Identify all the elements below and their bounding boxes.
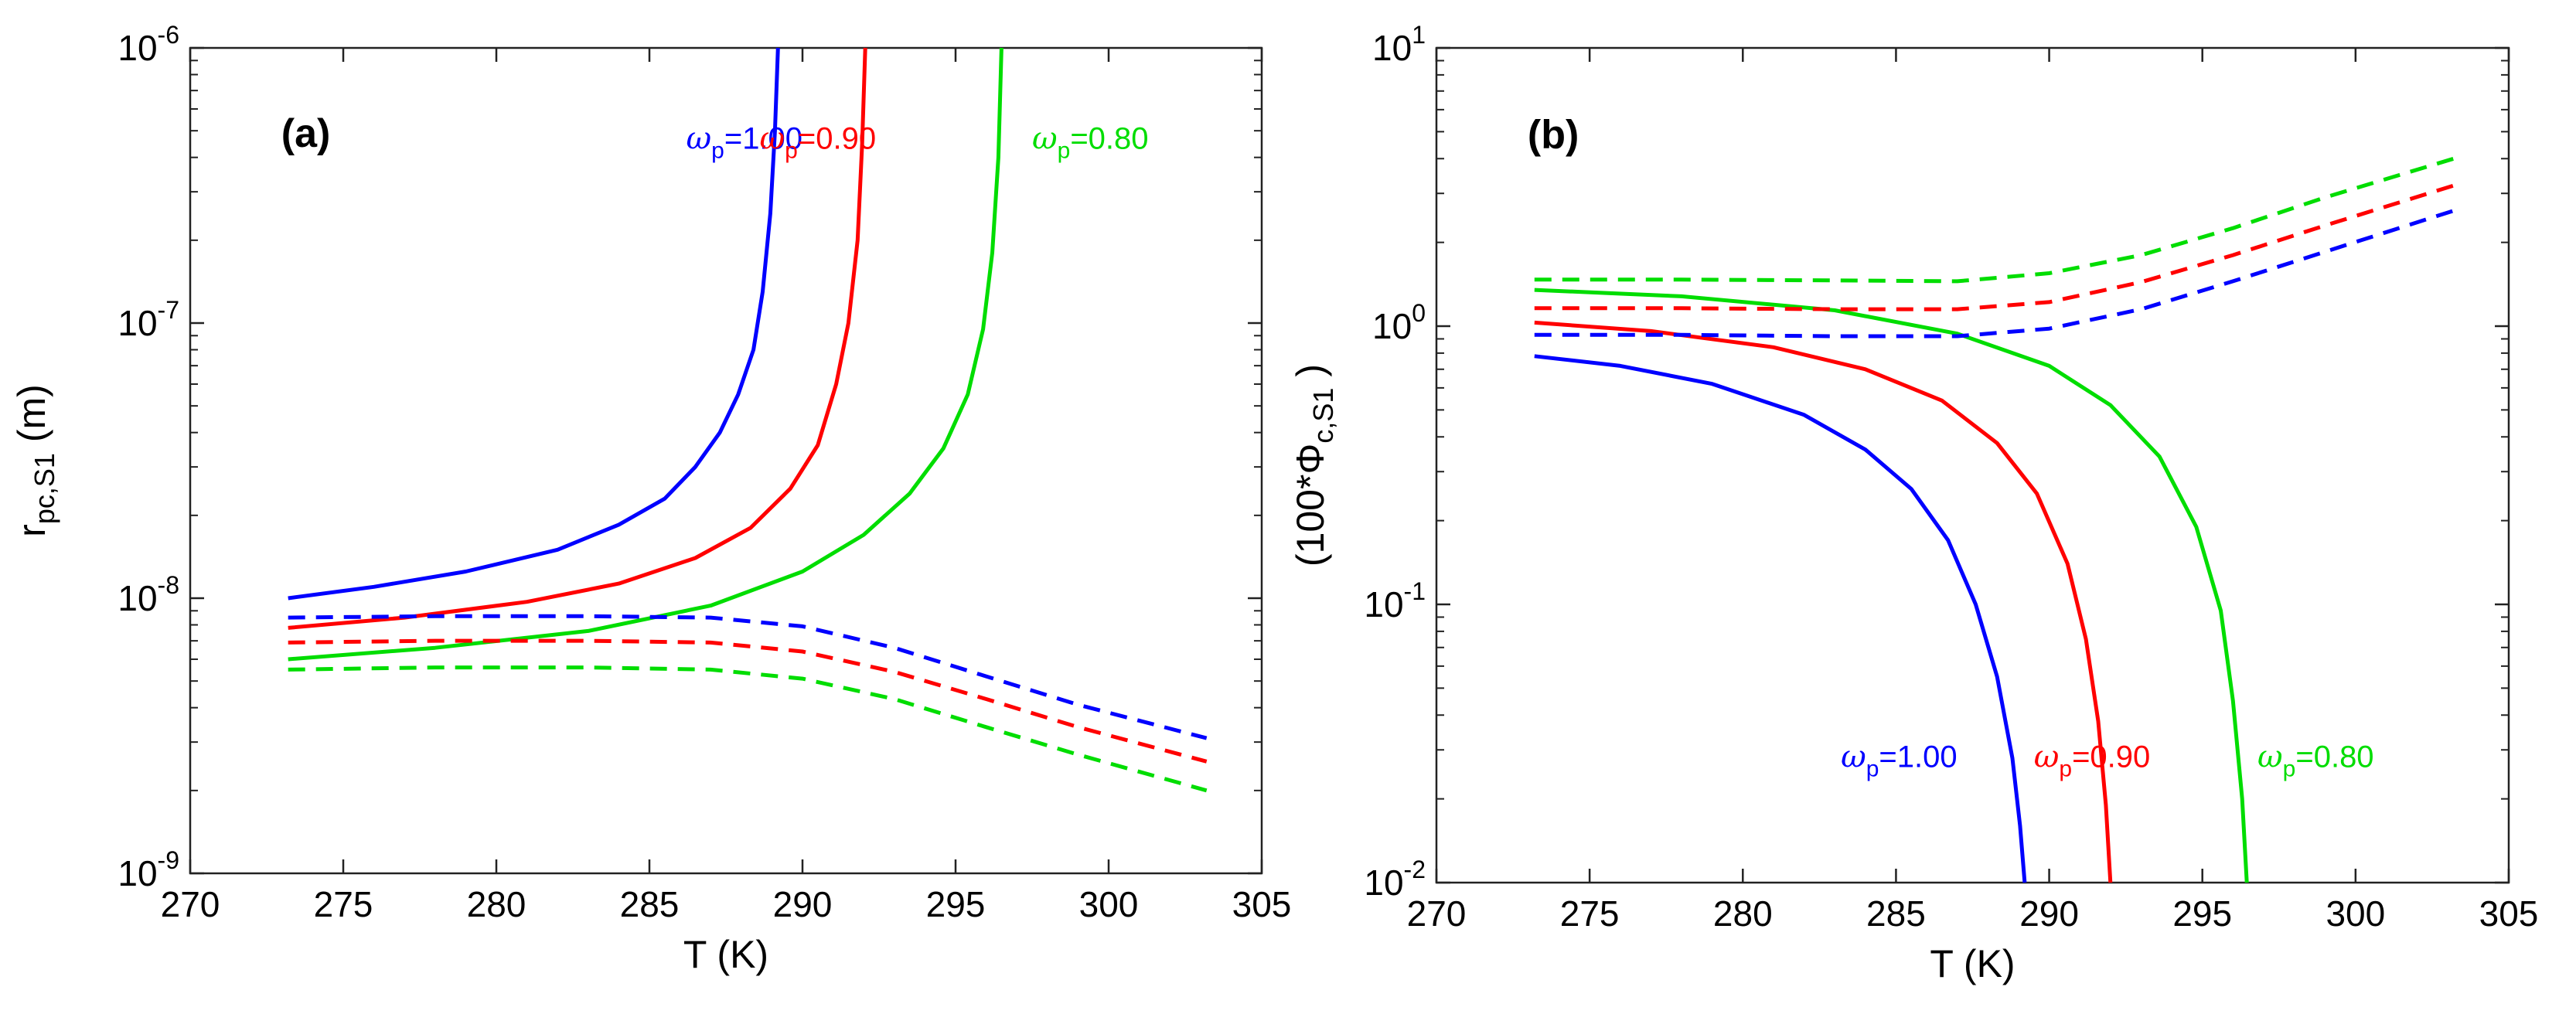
series-annotation: ωp=1.00 — [1841, 740, 1958, 782]
annotation-subscript: p — [785, 138, 798, 163]
y-tick-exponent: 1 — [1412, 21, 1426, 49]
panel-label: (a) — [281, 111, 331, 156]
y-axis-label-main: (100*Φ — [1289, 444, 1332, 567]
x-tick-label: 270 — [161, 884, 220, 924]
x-tick-label: 300 — [2326, 893, 2385, 934]
series-line-dashed-5 — [288, 665, 1208, 793]
x-axis-label: T (K) — [683, 933, 768, 976]
omega-symbol: ω — [1032, 121, 1058, 156]
x-tick-label: 280 — [467, 884, 526, 924]
y-tick-base: 10 — [1364, 863, 1403, 903]
y-tick-label: 10-1 — [1364, 577, 1426, 624]
y-tick-base: 10 — [1372, 28, 1412, 68]
y-tick-exponent: 0 — [1412, 299, 1426, 327]
y-tick-base: 10 — [118, 578, 157, 618]
omega-symbol: ω — [2034, 740, 2060, 775]
y-tick-label: 10-7 — [118, 296, 179, 343]
x-tick-label: 290 — [2019, 893, 2079, 934]
x-tick-label: 305 — [2479, 893, 2539, 934]
annotation-value: =0.90 — [2072, 740, 2150, 774]
series-annotation: ωp=0.90 — [2034, 740, 2151, 782]
y-axis-label-subscript: c,S1 — [1307, 388, 1339, 444]
y-tick-base: 10 — [118, 853, 157, 893]
series-line-solid-1 — [288, 47, 867, 630]
y-tick-label: 10-9 — [118, 846, 179, 893]
annotation-value: =1.00 — [724, 121, 802, 155]
x-tick-label: 270 — [1407, 893, 1467, 934]
y-tick-base: 10 — [1364, 584, 1403, 624]
annotation-value: =0.80 — [2295, 740, 2373, 774]
x-tick-label: 285 — [1866, 893, 1926, 934]
y-axis-label-main: r — [10, 524, 53, 537]
y-tick-exponent: -6 — [158, 21, 179, 49]
y-tick-base: 10 — [118, 303, 157, 343]
x-tick-label: 280 — [1713, 893, 1773, 934]
annotation-subscript: p — [1058, 138, 1071, 163]
y-tick-exponent: -1 — [1404, 577, 1426, 605]
y-tick-exponent: -8 — [158, 571, 179, 599]
annotation-value: =0.90 — [798, 121, 876, 155]
x-tick-label: 290 — [773, 884, 833, 924]
y-tick-label: 101 — [1372, 21, 1426, 68]
omega-symbol: ω — [687, 121, 712, 156]
y-tick-exponent: -7 — [158, 296, 179, 324]
x-tick-label: 285 — [620, 884, 680, 924]
panel-label: (b) — [1528, 113, 1579, 158]
omega-symbol: ω — [760, 121, 785, 156]
annotation-value: =0.80 — [1070, 121, 1148, 155]
x-axis-label: T (K) — [1930, 942, 2015, 985]
y-tick-exponent: -2 — [1404, 856, 1426, 883]
annotation-value: =1.00 — [1879, 740, 1957, 774]
series-line-dashed-5 — [1534, 156, 2455, 284]
y-axis-label-unit: (m) — [10, 384, 53, 442]
x-tick-label: 295 — [926, 884, 986, 924]
y-tick-label: 10-8 — [118, 571, 179, 618]
series-line-solid-0 — [1534, 354, 2027, 883]
y-axis-label-unit: ) — [1289, 364, 1332, 377]
series-line-dashed-3 — [288, 614, 1208, 740]
x-tick-label: 300 — [1079, 884, 1139, 924]
y-tick-base: 10 — [118, 28, 157, 68]
omega-symbol: ω — [2257, 740, 2283, 775]
y-axis-label: (100*Φc,S1) — [1289, 364, 1339, 567]
x-tick-label: 275 — [1560, 893, 1620, 934]
series-annotation: ωp=0.90 — [760, 121, 877, 163]
series-line-dashed-4 — [1534, 183, 2455, 311]
annotation-subscript: p — [1866, 757, 1879, 782]
series-annotation: ωp=0.80 — [1032, 121, 1149, 163]
y-axis-label-subscript: pc,S1 — [29, 453, 60, 524]
x-tick-label: 275 — [314, 884, 373, 924]
series-line-dashed-4 — [288, 638, 1208, 764]
series-annotation: ωp=1.00 — [687, 121, 803, 163]
series-annotation: ωp=0.80 — [2257, 740, 2374, 782]
x-tick-label: 305 — [1232, 884, 1292, 924]
annotation-subscript: p — [711, 138, 724, 163]
x-tick-label: 295 — [2172, 893, 2232, 934]
series-line-solid-2 — [288, 47, 1003, 662]
plot-frame — [1435, 46, 2510, 884]
series-line-solid-0 — [288, 47, 780, 601]
series-line-solid-1 — [1534, 320, 2113, 883]
y-tick-base: 10 — [1372, 306, 1412, 346]
plot-frame — [189, 46, 1263, 875]
y-tick-label: 10-6 — [118, 21, 179, 68]
series-line-solid-2 — [1534, 288, 2249, 883]
series-line-dashed-3 — [1534, 209, 2455, 339]
annotation-subscript: p — [2283, 757, 2296, 782]
annotation-subscript: p — [2059, 757, 2072, 782]
omega-symbol: ω — [1841, 740, 1866, 775]
y-tick-label: 10-2 — [1364, 856, 1426, 903]
y-axis-label: rpc,S1 (m) — [10, 384, 60, 537]
y-tick-exponent: -9 — [158, 846, 179, 874]
y-tick-label: 100 — [1372, 299, 1426, 346]
